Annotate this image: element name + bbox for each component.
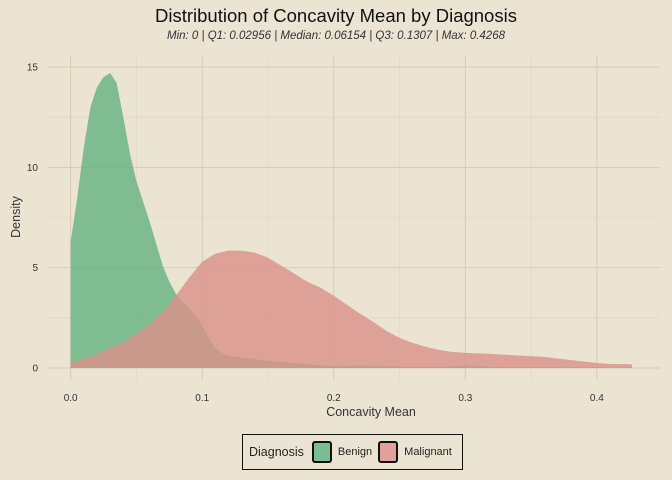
y-axis-label: Density: [9, 196, 23, 238]
legend-label-benign: Benign: [337, 446, 373, 458]
x-tick-label: 0.2: [327, 393, 341, 404]
x-tick-label: 0.3: [458, 393, 472, 404]
legend-item-benign: Benign: [311, 441, 373, 463]
legend-swatch-malignant: [378, 441, 399, 463]
legend-title: Diagnosis: [249, 445, 304, 459]
legend-item-malignant: Malignant: [378, 441, 452, 463]
chart-title: Distribution of Concavity Mean by Diagno…: [155, 5, 517, 26]
y-tick-label: 15: [27, 63, 39, 74]
legend-label-malignant: Malignant: [404, 446, 452, 458]
density-area-benign: [70, 73, 633, 368]
y-tick-label: 0: [32, 363, 38, 374]
x-tick-label: 0.4: [590, 393, 604, 404]
y-tick-label: 5: [32, 263, 38, 274]
density-area-malignant: [70, 250, 633, 368]
y-tick-label: 10: [27, 163, 39, 174]
legend: Diagnosis Benign Malignant: [242, 434, 463, 470]
chart-subtitle: Min: 0 | Q1: 0.02956 | Median: 0.06154 |…: [167, 30, 505, 42]
x-tick-label: 0.1: [195, 393, 209, 404]
x-axis-label: Concavity Mean: [326, 405, 416, 419]
x-axis-ticks: 0.0 0.1 0.2 0.3 0.4: [64, 393, 605, 404]
legend-swatch-benign: [311, 441, 332, 463]
density-areas: [70, 73, 633, 368]
x-tick-label: 0.0: [64, 393, 78, 404]
y-axis-ticks: 0 5 10 15: [27, 63, 39, 375]
